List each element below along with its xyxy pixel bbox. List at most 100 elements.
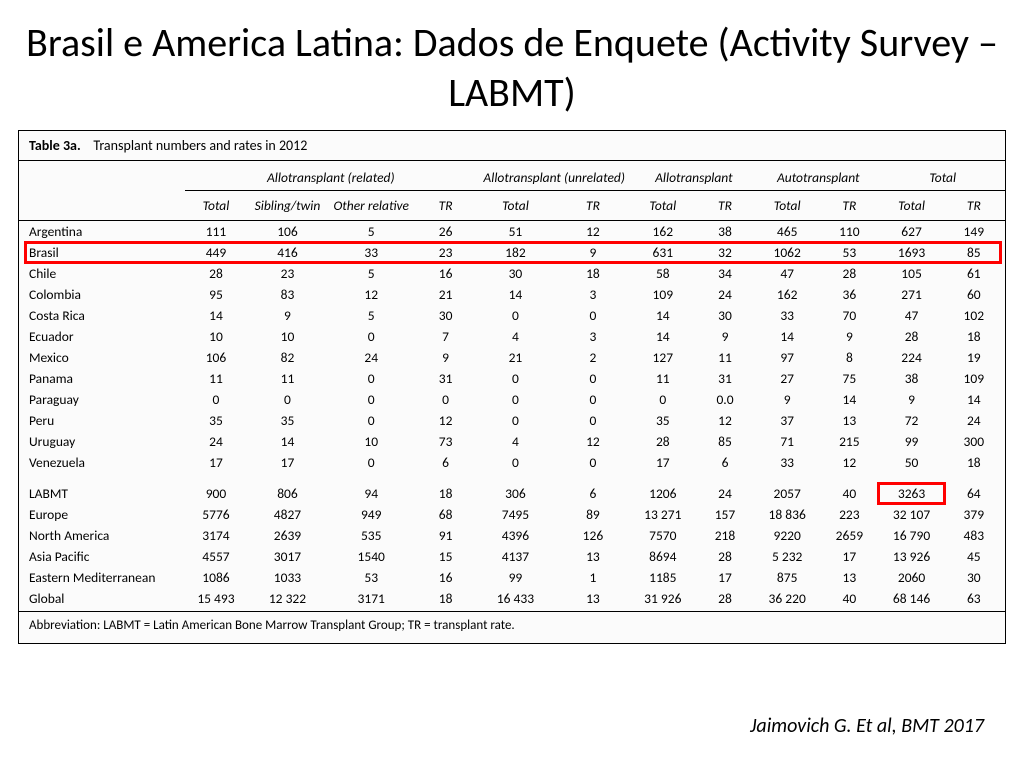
cell: 3 bbox=[554, 284, 632, 305]
cell: 10 bbox=[328, 431, 415, 452]
cell: 7 bbox=[415, 326, 477, 347]
col-group-total: Total bbox=[880, 161, 1005, 191]
row-label: Peru bbox=[19, 410, 185, 431]
citation: Jaimovich G. Et al, BMT 2017 bbox=[750, 714, 984, 738]
row-label: Global bbox=[19, 588, 185, 612]
cell: 3174 bbox=[185, 525, 247, 546]
col-tr: TR bbox=[943, 191, 1005, 221]
cell: 1033 bbox=[247, 567, 328, 588]
cell: 0 bbox=[477, 452, 555, 473]
cell: 85 bbox=[943, 242, 1005, 263]
cell: 1206 bbox=[632, 483, 694, 504]
row-label: LABMT bbox=[19, 483, 185, 504]
cell: 61 bbox=[943, 263, 1005, 284]
cell: 18 bbox=[554, 263, 632, 284]
table-row: Peru353501200351237137224 bbox=[19, 410, 1005, 431]
cell: 18 bbox=[415, 588, 477, 612]
cell: 215 bbox=[818, 431, 880, 452]
cell: 17 bbox=[247, 452, 328, 473]
cell: 4557 bbox=[185, 546, 247, 567]
cell: 13 bbox=[818, 410, 880, 431]
cell: 33 bbox=[756, 305, 818, 326]
cell: 1086 bbox=[185, 567, 247, 588]
cell: 23 bbox=[247, 263, 328, 284]
cell: 36 220 bbox=[756, 588, 818, 612]
cell: 31 bbox=[694, 368, 756, 389]
cell: 45 bbox=[943, 546, 1005, 567]
cell: 14 bbox=[247, 431, 328, 452]
cell: 34 bbox=[694, 263, 756, 284]
cell: 0 bbox=[185, 389, 247, 410]
cell: 449 bbox=[185, 242, 247, 263]
col-sibling: Sibling/twin bbox=[247, 191, 328, 221]
row-label: Panama bbox=[19, 368, 185, 389]
row-label: Venezuela bbox=[19, 452, 185, 473]
cell: 31 926 bbox=[632, 588, 694, 612]
table-head: Allotransplant (related) Allotransplant … bbox=[19, 161, 1005, 221]
cell: 0 bbox=[328, 389, 415, 410]
table-caption-label: Table 3a. bbox=[29, 137, 81, 154]
cell: 95 bbox=[185, 284, 247, 305]
cell: 0 bbox=[328, 368, 415, 389]
cell: 63 bbox=[943, 588, 1005, 612]
cell: 0 bbox=[554, 305, 632, 326]
cell: 31 bbox=[415, 368, 477, 389]
cell: 12 bbox=[328, 284, 415, 305]
cell: 68 bbox=[415, 504, 477, 525]
cell: 94 bbox=[328, 483, 415, 504]
cell: 17 bbox=[818, 546, 880, 567]
row-label: Uruguay bbox=[19, 431, 185, 452]
cell: 109 bbox=[943, 368, 1005, 389]
col-other: Other relative bbox=[328, 191, 415, 221]
cell: 12 bbox=[554, 221, 632, 243]
cell: 900 bbox=[185, 483, 247, 504]
cell: 30 bbox=[694, 305, 756, 326]
cell: 4827 bbox=[247, 504, 328, 525]
cell: 7570 bbox=[632, 525, 694, 546]
col-group-allo: Allotransplant bbox=[632, 161, 756, 191]
cell: 85 bbox=[694, 431, 756, 452]
slide: Brasil e America Latina: Dados de Enquet… bbox=[0, 0, 1024, 768]
cell: 21 bbox=[415, 284, 477, 305]
table-row: Uruguay2414107341228857121599300 bbox=[19, 431, 1005, 452]
cell: 17 bbox=[185, 452, 247, 473]
cell: 416 bbox=[247, 242, 328, 263]
cell: 0 bbox=[247, 389, 328, 410]
cell: 102 bbox=[943, 305, 1005, 326]
row-label: Europe bbox=[19, 504, 185, 525]
cell: 10 bbox=[185, 326, 247, 347]
table-container: Table 3a. Transplant numbers and rates i… bbox=[18, 130, 1006, 644]
table-row: Colombia95831221143109241623627160 bbox=[19, 284, 1005, 305]
cell: 110 bbox=[818, 221, 880, 243]
cell: 13 bbox=[554, 546, 632, 567]
cell: 11 bbox=[632, 368, 694, 389]
table-row: Ecuador101007431491492818 bbox=[19, 326, 1005, 347]
table-row: Argentina111106526511216238465110627149 bbox=[19, 221, 1005, 243]
cell: 0 bbox=[415, 389, 477, 410]
cell: 17 bbox=[632, 452, 694, 473]
table-row: Chile282351630185834472810561 bbox=[19, 263, 1005, 284]
cell: 379 bbox=[943, 504, 1005, 525]
cell: 14 bbox=[818, 389, 880, 410]
cell: 0.0 bbox=[694, 389, 756, 410]
cell: 3 bbox=[554, 326, 632, 347]
cell: 58 bbox=[632, 263, 694, 284]
cell: 2060 bbox=[880, 567, 942, 588]
cell: 14 bbox=[943, 389, 1005, 410]
row-label: North America bbox=[19, 525, 185, 546]
cell: 631 bbox=[632, 242, 694, 263]
cell: 71 bbox=[756, 431, 818, 452]
table-body-countries: Argentina111106526511216238465110627149B… bbox=[19, 221, 1005, 474]
cell: 18 bbox=[415, 483, 477, 504]
cell: 14 bbox=[632, 326, 694, 347]
cell: 47 bbox=[880, 305, 942, 326]
cell: 9 bbox=[247, 305, 328, 326]
cell: 182 bbox=[477, 242, 555, 263]
cell: 224 bbox=[880, 347, 942, 368]
cell: 5 bbox=[328, 305, 415, 326]
cell: 12 bbox=[694, 410, 756, 431]
cell: 0 bbox=[328, 326, 415, 347]
cell: 14 bbox=[632, 305, 694, 326]
table-caption-text: Transplant numbers and rates in 2012 bbox=[93, 137, 307, 154]
cell: 32 bbox=[694, 242, 756, 263]
